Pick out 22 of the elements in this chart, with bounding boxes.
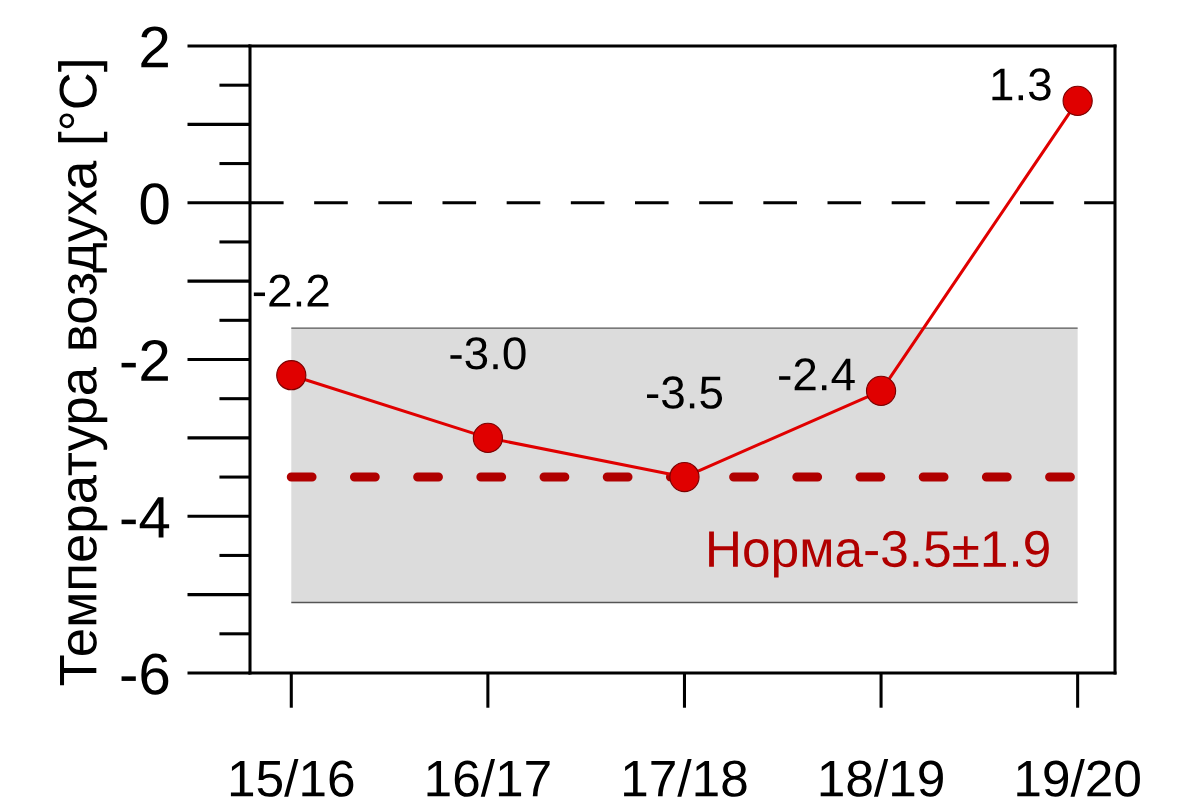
y-tick-label: -2 [121,339,168,381]
x-tick-label: 18/19 [820,759,943,797]
y-tick-label: 0 [140,183,169,225]
point [669,461,700,493]
y-tick-label: -4 [121,497,170,538]
y-axis-title: Температура воздуха [°C] [58,61,108,686]
point [276,360,307,391]
point [1062,85,1093,117]
data-label: -2.2 [253,274,329,307]
data-label: -2.4 [779,358,855,391]
y-tick-label: 2 [141,26,168,68]
x-tick-label: 19/20 [1017,759,1140,797]
x-tick-label: 17/18 [624,759,747,797]
data-label: -3.5 [647,376,723,409]
y-tick-label: -6 [121,653,169,695]
point [472,422,504,454]
data-label: 1.3 [992,68,1051,101]
point [865,375,897,406]
data-label: -3.0 [450,337,526,370]
x-tick-label: 16/17 [427,759,550,797]
ref-line-label: Норма-3.5±1.9 [709,530,1049,578]
x-tick-label: 15/16 [230,759,354,797]
